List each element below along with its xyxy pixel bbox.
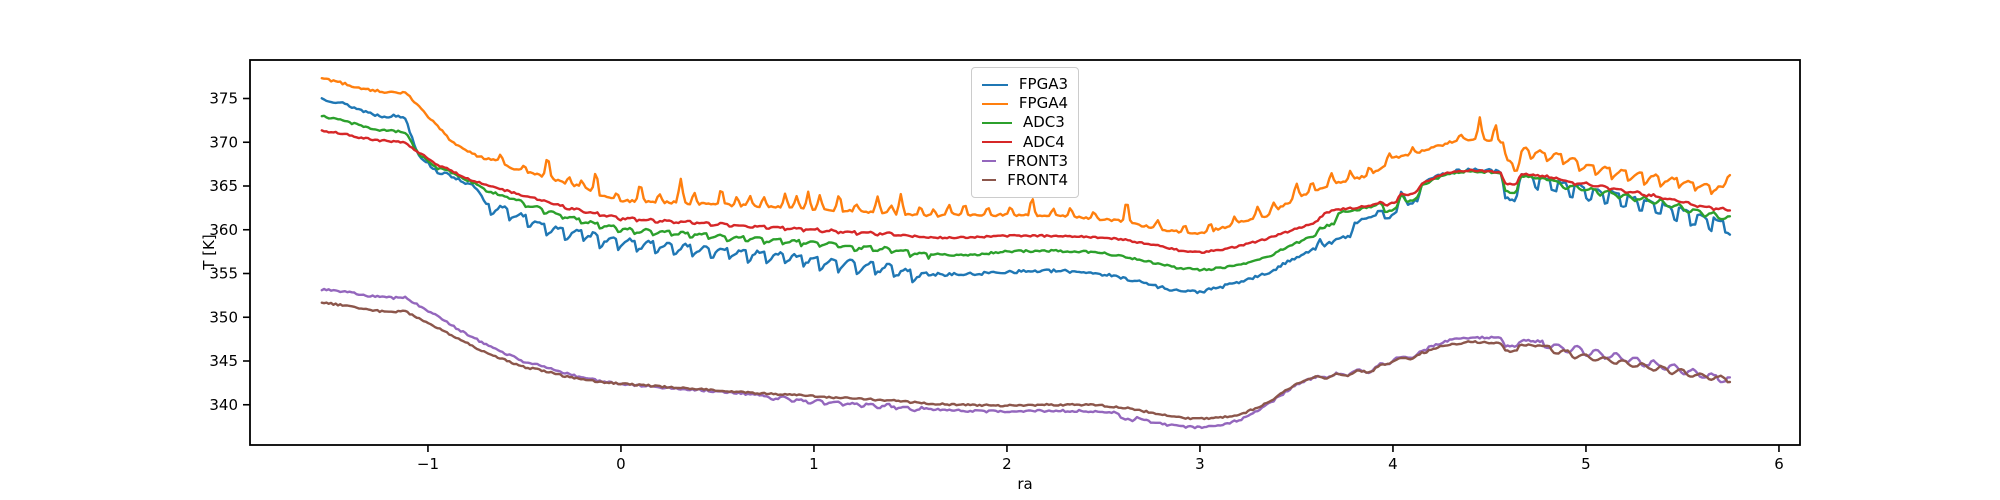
legend-label: FPGA4 — [1018, 94, 1068, 113]
legend-item-front3: FRONT3 — [982, 152, 1068, 171]
legend-swatch-icon — [982, 179, 997, 182]
legend-item-adc3: ADC3 — [982, 113, 1068, 132]
legend-swatch-icon — [982, 83, 1008, 86]
legend-label: FRONT3 — [1007, 151, 1068, 170]
y-tick-label: 340 — [209, 396, 238, 414]
y-tick-label: 355 — [209, 265, 238, 283]
series-line-fpga4 — [320, 77, 1732, 236]
legend-swatch-icon — [982, 160, 997, 163]
legend-item-front4: FRONT4 — [982, 171, 1068, 190]
legend-swatch-icon — [982, 102, 1008, 105]
legend-item-fpga3: FPGA3 — [982, 75, 1068, 94]
x-tick-label: 4 — [1388, 455, 1398, 473]
plot-border — [249, 59, 1801, 446]
y-tick-label: 375 — [209, 90, 238, 108]
x-tick-label: 1 — [809, 455, 819, 473]
y-tick-label: 350 — [209, 308, 238, 326]
x-tick-label: 3 — [1195, 455, 1205, 473]
legend-label: ADC4 — [1023, 132, 1065, 151]
series-line-front4 — [320, 301, 1732, 421]
legend-swatch-icon — [982, 141, 1012, 144]
series-line-front3 — [320, 287, 1732, 430]
x-axis-label: ra — [1017, 475, 1033, 493]
x-tick-label: 6 — [1774, 455, 1784, 473]
y-tick-label: 370 — [209, 133, 238, 151]
series-line-adc4 — [320, 129, 1732, 254]
legend-label: FPGA3 — [1018, 75, 1068, 94]
x-tick-label: −1 — [417, 455, 439, 473]
y-axis-label: T [K] — [200, 234, 218, 270]
y-tick-label: 360 — [209, 221, 238, 239]
legend-label: ADC3 — [1023, 113, 1065, 132]
legend-item-fpga4: FPGA4 — [982, 94, 1068, 113]
legend-swatch-icon — [982, 121, 1012, 124]
legend-label: FRONT4 — [1007, 170, 1068, 189]
x-tick-label: 0 — [616, 455, 626, 473]
legend: FPGA3 FPGA4 ADC3 ADC4 FRONT3 FRONT4 — [971, 67, 1079, 198]
legend-item-adc4: ADC4 — [982, 133, 1068, 152]
x-tick-label: 2 — [1002, 455, 1012, 473]
y-tick-label: 345 — [209, 352, 238, 370]
y-tick-label: 365 — [209, 177, 238, 195]
series-line-fpga3 — [320, 97, 1732, 295]
x-tick-label: 5 — [1581, 455, 1591, 473]
